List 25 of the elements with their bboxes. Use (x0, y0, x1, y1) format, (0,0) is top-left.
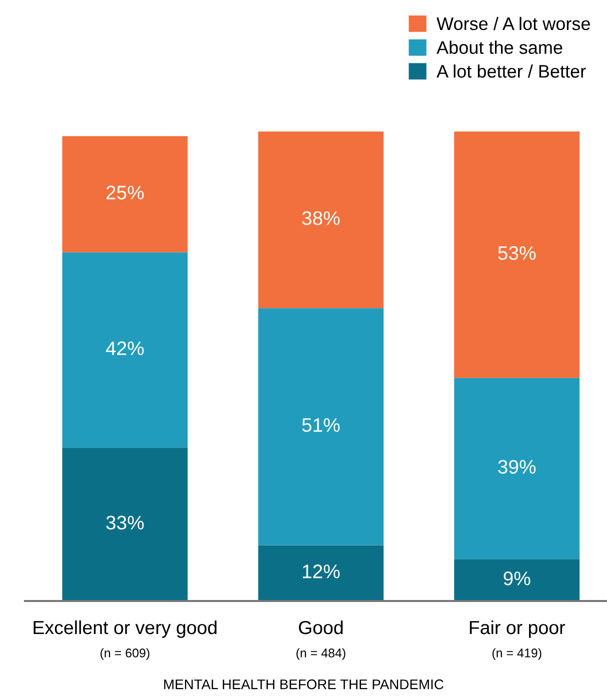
bar (258, 131, 384, 308)
bar (258, 308, 384, 546)
data-label: 42% (106, 341, 144, 356)
data-label: 38% (302, 211, 340, 226)
x-tick-label: Fair or poor (n = 419) (470, 620, 566, 660)
bar (258, 545, 384, 601)
x-axis-title: MENTAL HEALTH BEFORE THE PANDEMIC (164, 679, 444, 690)
bar (454, 378, 580, 560)
data-label: 12% (302, 564, 340, 578)
data-label: 33% (106, 516, 144, 530)
legend-label: About the same (436, 40, 562, 54)
bar (62, 136, 188, 252)
data-label: 51% (302, 418, 340, 432)
data-label: 9% (504, 572, 530, 586)
x-tick-label: Good (n = 484) (296, 620, 346, 660)
x-tick-label: Excellent or very good (n = 609) (34, 620, 216, 660)
bar (62, 252, 188, 448)
bar (62, 448, 188, 601)
data-label: 53% (498, 246, 536, 260)
bar (454, 559, 580, 601)
data-label: 25% (106, 186, 144, 200)
legend-label: Worse / A lot worse (436, 16, 590, 30)
legend-label: A lot better / Better (436, 64, 586, 78)
data-label: 39% (498, 460, 536, 474)
bar (454, 131, 580, 378)
